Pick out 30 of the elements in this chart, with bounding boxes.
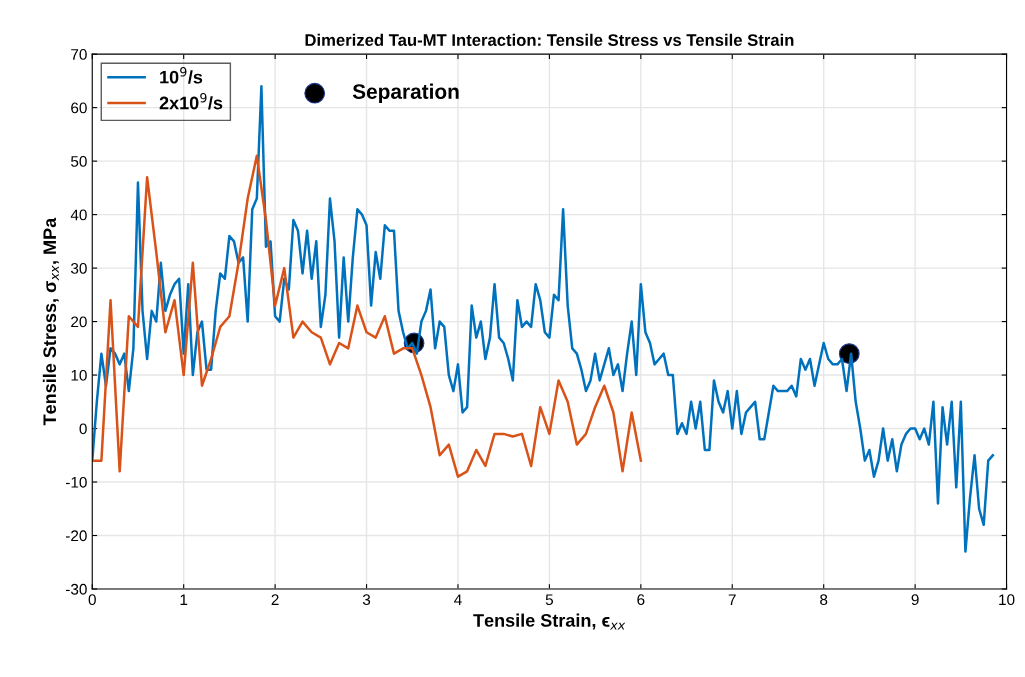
y-tick-label: 50: [71, 155, 87, 167]
x-tick-label: 10: [999, 594, 1015, 606]
y-tick-label: -30: [65, 583, 87, 595]
x-tick-label: 2: [271, 594, 279, 605]
x-tick-label: 1: [180, 594, 188, 605]
y-tick-label: 30: [70, 262, 87, 274]
y-tick-label: 40: [70, 209, 87, 221]
x-tick-label: 0: [88, 594, 96, 606]
chart-title: Dimerized Tau-MT Interaction: Tensile Stress vs Tensile Strain: [305, 33, 794, 46]
line-series: [92, 85, 995, 553]
legend-label: 2x10$^{9}$/s: [159, 92, 223, 110]
line-series: [92, 154, 643, 478]
x-tick-label: 5: [545, 594, 554, 606]
y-tick-label: -10: [65, 476, 87, 488]
legend-label: 10$^{9}$/s: [160, 67, 203, 84]
x-tick-label: 9: [911, 594, 919, 606]
y-tick-label: 10: [71, 369, 87, 381]
legend-label: Separation: [352, 83, 459, 104]
y-tick-label: 60: [71, 102, 87, 114]
x-tick-label: 8: [820, 594, 828, 606]
y-tick-label: 0: [79, 423, 87, 435]
x-tick-label: 6: [637, 594, 645, 606]
x-axis-title: Tensile Strain, ϵ$_{xx}$: [473, 613, 626, 630]
y-axis-title: Tensile Stress, σ$_{xx}$, MPa: [42, 217, 59, 426]
x-tick-label: 7: [728, 594, 736, 605]
x-tick-label: 3: [362, 594, 371, 606]
y-tick-label: -20: [65, 530, 87, 542]
x-tick-label: 4: [454, 594, 462, 605]
y-tick-label: 20: [71, 316, 87, 328]
y-tick-label: 70: [71, 49, 87, 60]
